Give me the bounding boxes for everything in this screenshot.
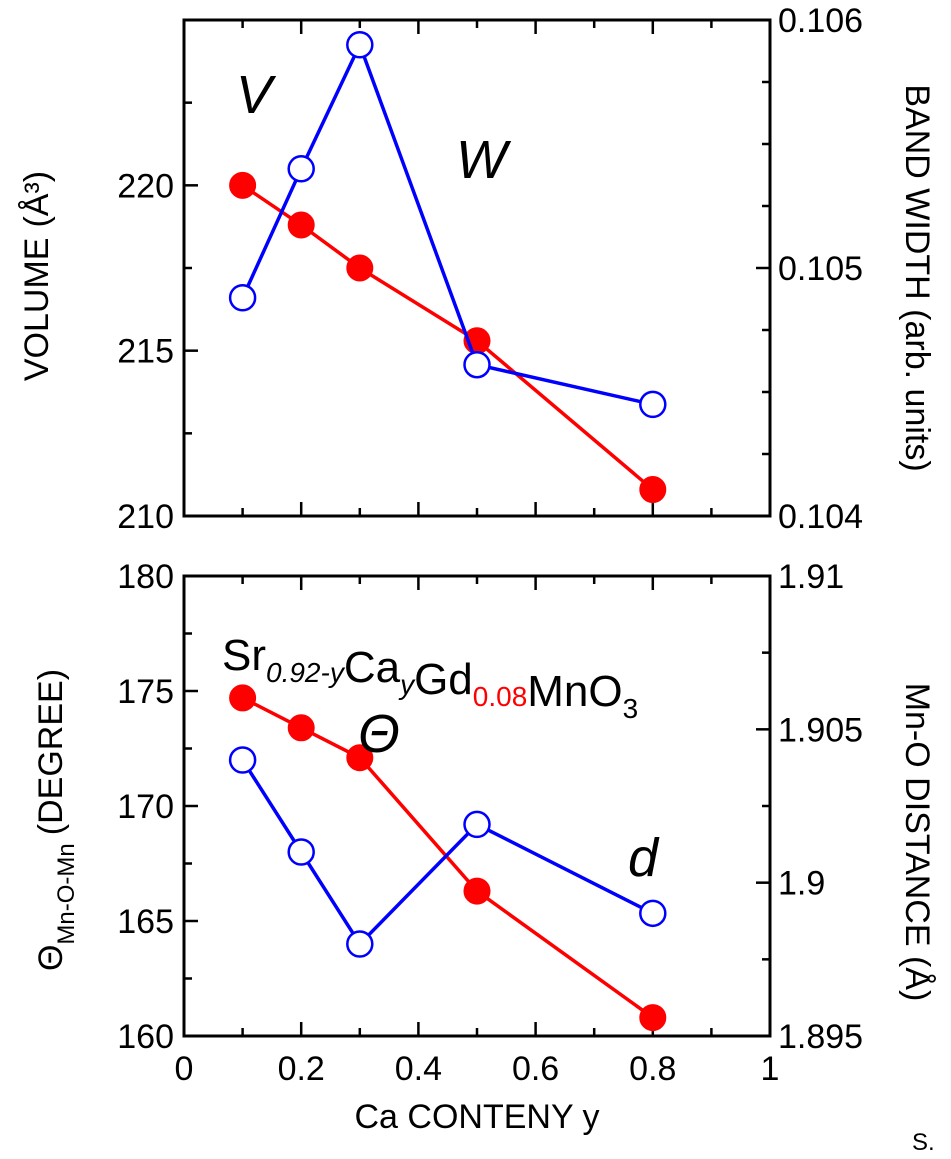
y-tick-label-right: 0.104: [778, 498, 863, 536]
data-point-top-0-0: [229, 171, 257, 199]
y-axis-title-text: VOLUME: [18, 238, 56, 382]
y-axis-title-right-bottom: Mn-O DISTANCE (Å): [898, 683, 936, 1002]
data-point-bottom-0-2: [346, 744, 374, 772]
y-tick-label-right: 1.905: [778, 711, 863, 749]
series-label-d: d: [628, 828, 660, 888]
y-tick-label-right: 1.895: [778, 1018, 863, 1056]
data-point-top-1-2: [346, 31, 374, 59]
x-tick-label: 0.2: [278, 1050, 325, 1088]
data-point-top-1-3: [463, 350, 491, 379]
data-point-bottom-1-3: [463, 810, 491, 839]
formula-subscript: 0.08: [473, 681, 528, 712]
x-tick-label: 0.6: [512, 1050, 559, 1088]
y-axis-title-left-bottom: ΘMn-O-Mn (DEGREE): [32, 669, 80, 971]
y-tick-label-left: 215: [117, 333, 174, 371]
compound-formula: Sr0.92-yCayGd0.08MnO3: [222, 631, 638, 724]
y-tick-label-right: 1.9: [778, 865, 825, 903]
y-tick-label-left: 210: [117, 498, 174, 536]
y-axis-title-unit: (Å³): [18, 171, 56, 228]
data-point-top-1-0: [228, 284, 257, 312]
formula-element: Ca: [344, 643, 401, 692]
data-point-top-1-4: [639, 390, 667, 419]
y-tick-label-left: 175: [117, 673, 174, 711]
y-axis-title-left-top: VOLUME (Å³): [18, 171, 56, 381]
data-point-top-0-1: [287, 211, 315, 239]
formula-element: Gd: [414, 655, 473, 704]
y-axis-title-subscript: Mn-O-Mn: [53, 843, 80, 944]
y-tick-label-left: 170: [117, 788, 174, 826]
series-label-w: W: [456, 130, 512, 190]
y-tick-label-right: 1.91: [778, 558, 844, 596]
corner-text: S.: [912, 1129, 935, 1156]
data-point-bottom-0-3: [463, 877, 491, 905]
data-point-top-0-2: [346, 254, 374, 282]
data-point-bottom-0-1: [287, 714, 315, 742]
panel-top: 210 215 220 0.104 0.105 0.106: [117, 2, 863, 536]
panel-bottom: 0 0.2 0.4 0.6 0.8 1 Ca CONTENY y 160 165 170 175 18…: [117, 558, 863, 1136]
formula-subscript: 3: [623, 693, 639, 724]
x-tick-label: 0.8: [629, 1050, 676, 1088]
y-tick-label-left: 180: [117, 558, 174, 596]
x-tick-label: 0.4: [395, 1050, 442, 1088]
formula-subscript: 0.92-y: [266, 657, 346, 688]
y-axis-title-unit: (DEGREE): [32, 669, 70, 835]
y-tick-label-right: 0.105: [778, 250, 863, 288]
data-point-bottom-1-4: [639, 899, 667, 928]
x-axis-title: Ca CONTENY y: [355, 1098, 600, 1136]
y-tick-label-right: 0.106: [778, 2, 863, 40]
data-point-top-0-4: [639, 476, 667, 504]
y-axis-title-symbol: Θ: [32, 945, 70, 971]
data-point-bottom-1-1: [287, 838, 315, 866]
data-point-bottom-1-2: [346, 930, 374, 958]
series-label-v: V: [236, 65, 277, 125]
formula-element: Sr: [222, 631, 266, 680]
y-tick-label-left: 220: [117, 167, 174, 205]
y-tick-label-left: 165: [117, 903, 174, 941]
data-point-bottom-0-0: [229, 684, 257, 712]
y-axis-title-right-top: BAND WIDTH (arb. units): [898, 84, 936, 471]
x-tick-label: 0: [175, 1050, 194, 1088]
y-tick-label-left: 160: [117, 1018, 174, 1056]
series-label-theta: Θ: [358, 704, 400, 764]
formula-subscript: y: [398, 669, 416, 700]
x-tick-label: 1: [761, 1050, 780, 1088]
formula-element: MnO: [527, 667, 622, 716]
data-point-top-1-1: [287, 155, 315, 183]
data-point-bottom-0-4: [639, 1004, 667, 1032]
data-point-bottom-1-0: [228, 746, 257, 774]
